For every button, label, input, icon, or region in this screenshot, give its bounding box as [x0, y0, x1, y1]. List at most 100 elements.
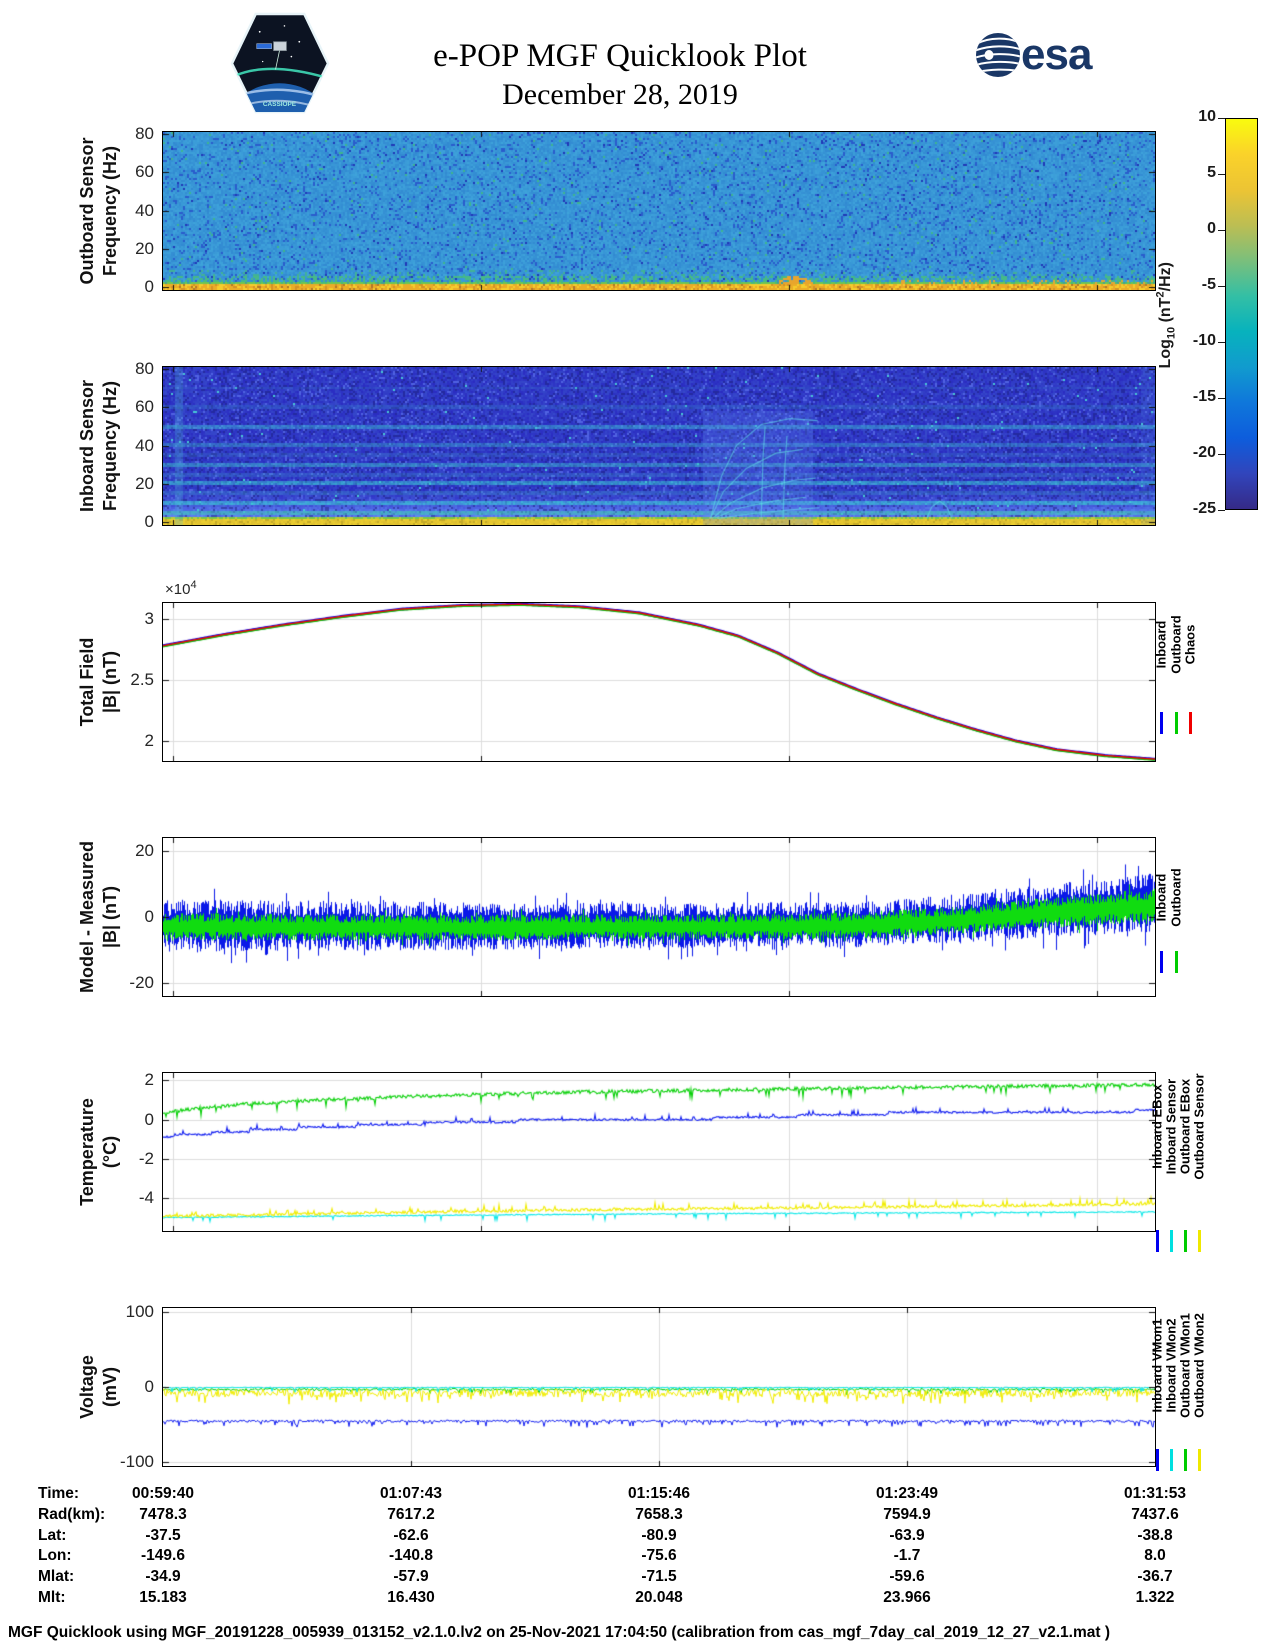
- patch-aurora: [235, 67, 326, 79]
- ephemeris-value: 23.966: [883, 1589, 931, 1606]
- colorbar-tick-mark: [1218, 286, 1225, 287]
- temperature-legend-label: Outboard EBox: [1177, 1078, 1193, 1175]
- colorbar-tick-label: -5: [1201, 276, 1216, 293]
- model-measured-legend-swatch: [1160, 951, 1163, 973]
- esa-wordmark: esa: [1021, 30, 1092, 79]
- time-axis-tick-label: 00:59:40: [131, 1485, 195, 1502]
- cassiope-mission-patch: CASSIOPE: [230, 12, 330, 114]
- ephemeris-value: -1.7: [893, 1547, 921, 1565]
- inboard-spectrogram-y-tick-label: 0: [144, 512, 154, 532]
- temperature-y-tick-label: 2: [144, 1070, 154, 1090]
- temperature-legend-label: Inboard Sensor: [1163, 1078, 1179, 1175]
- ephemeris-value: 7437.6: [1131, 1505, 1179, 1523]
- ephemeris-value: -59.6: [889, 1568, 925, 1586]
- ephemeris-value: -38.8: [1137, 1526, 1173, 1544]
- ephemeris-value: -34.9: [145, 1568, 181, 1586]
- footer-caption: MGF Quicklook using MGF_20191228_005939_…: [8, 1624, 1110, 1641]
- ephemeris-value: 7658.3: [635, 1505, 683, 1523]
- colorbar-tick-mark: [1218, 118, 1225, 119]
- colorbar-tick-mark: [1218, 510, 1225, 511]
- colorbar-tick-mark: [1218, 342, 1225, 343]
- voltage-legend-swatch: [1198, 1449, 1201, 1471]
- temperature-legend-swatch: [1170, 1230, 1173, 1252]
- model-measured-legend-swatch: [1174, 951, 1178, 973]
- ephemeris-row-label: Mlt:: [38, 1589, 66, 1606]
- colorbar-tick-mark: [1218, 398, 1225, 399]
- ephemeris-row-label: Time:: [38, 1485, 80, 1502]
- total-field-legend-swatch: [1160, 712, 1163, 734]
- colorbar-tick-label: -25: [1192, 500, 1216, 517]
- time-axis-tick-label: 01:07:43: [379, 1485, 443, 1502]
- temperature-legend-swatch: [1184, 1230, 1187, 1252]
- ephemeris-value: -36.7: [1137, 1568, 1173, 1586]
- time-axis-tick-label: 01:23:49: [875, 1485, 939, 1502]
- outboard-spectrogram-y-tick-label: 20: [135, 238, 154, 258]
- ephemeris-value: -57.9: [393, 1568, 429, 1586]
- colorbar-tick-label: -20: [1192, 444, 1216, 461]
- ephemeris-value: -71.5: [641, 1568, 677, 1586]
- ephemeris-value: -149.6: [141, 1547, 185, 1565]
- voltage-y-tick-label: 0: [144, 1377, 154, 1396]
- model-measured-y-tick-label: 20: [135, 841, 154, 861]
- colorbar-tick-mark: [1218, 454, 1225, 455]
- temperature-y-tick-label: 0: [144, 1109, 154, 1129]
- total-field-legend-swatch: [1174, 712, 1178, 734]
- outboard-spectrogram-y-tick-label: 0: [144, 277, 154, 297]
- temperature-legend-label: Outboard Sensor: [1191, 1073, 1207, 1180]
- ephemeris-value: -80.9: [641, 1526, 677, 1544]
- model-measured-y-tick-label: 0: [144, 907, 154, 926]
- total-field-plot: [163, 603, 1155, 761]
- ephemeris-value: -37.5: [145, 1526, 181, 1544]
- total-field-y-tick-label: 3: [144, 608, 154, 628]
- outboard-spectrogram-plot: [163, 132, 1155, 290]
- colorbar-tick-label: -10: [1192, 332, 1216, 349]
- ephemeris-row-label: Rad(km):: [38, 1505, 106, 1523]
- temperature-plot: [163, 1073, 1155, 1231]
- voltage-legend-label: Inboard VMon1: [1149, 1318, 1165, 1413]
- ephemeris-value: -75.6: [641, 1547, 677, 1565]
- esa-logo: esa: [975, 30, 1092, 79]
- ephemeris-row-label: Lon:: [38, 1547, 72, 1565]
- page-title: e-POP MGF Quicklook Plot: [433, 38, 807, 74]
- voltage-legend-swatch: [1170, 1449, 1173, 1471]
- voltage-y-tick-label: -100: [119, 1452, 154, 1472]
- colorbar: [1225, 118, 1258, 510]
- colorbar-tick-mark: [1218, 230, 1225, 231]
- voltage-legend-label: Inboard VMon2: [1163, 1318, 1179, 1413]
- total-field-y-tick-label: 2.5: [130, 669, 154, 689]
- ephemeris-value: -63.9: [889, 1526, 925, 1544]
- voltage-legend-label: Outboard VMon1: [1177, 1313, 1193, 1418]
- ephemeris-value: 1.322: [1135, 1589, 1175, 1606]
- voltage-legend-swatch: [1156, 1449, 1159, 1471]
- inboard-spectrogram-y-tick-label: 60: [135, 397, 154, 417]
- colorbar-tick-label: 0: [1207, 220, 1216, 237]
- temperature-legend-swatch: [1156, 1230, 1159, 1252]
- colorbar-tick-mark: [1218, 174, 1225, 175]
- ephemeris-row-label: Mlat:: [38, 1568, 75, 1586]
- patch-mission-name: CASSIOPE: [263, 101, 297, 108]
- ephemeris-row-label: Lat:: [38, 1526, 67, 1544]
- exponent-base: ×10: [165, 581, 191, 598]
- outboard-spectrogram-y-tick-label: 40: [135, 200, 154, 220]
- voltage-legend-swatch: [1184, 1449, 1187, 1471]
- voltage-plot: [163, 1308, 1155, 1466]
- total-field-y-tick-label: 2: [144, 730, 154, 750]
- inboard-spectrogram-plot: [163, 367, 1155, 525]
- outboard-spectrogram-y-tick-label: 60: [135, 162, 154, 182]
- page-date: December 28, 2019: [502, 78, 738, 111]
- temperature-legend-label: Inboard EBox: [1149, 1084, 1165, 1169]
- total-field-axis-exponent: ×104: [165, 579, 197, 598]
- patch-satellite: [256, 41, 287, 70]
- temperature-legend-swatch: [1198, 1230, 1201, 1252]
- exponent-power: 4: [190, 579, 197, 591]
- ephemeris-value: 7617.2: [387, 1505, 435, 1523]
- ephemeris-value: -62.6: [393, 1526, 429, 1544]
- inboard-spectrogram-y-tick-label: 40: [135, 435, 154, 455]
- colorbar-tick-label: 5: [1207, 164, 1216, 181]
- model-measured-plot: [163, 838, 1155, 996]
- esa-globe-icon: [976, 33, 1020, 77]
- inboard-spectrogram-y-tick-label: 80: [135, 358, 154, 378]
- colorbar-tick-label: -15: [1192, 388, 1216, 405]
- ephemeris-value: 8.0: [1144, 1547, 1166, 1565]
- voltage-y-tick-label: 100: [125, 1301, 154, 1321]
